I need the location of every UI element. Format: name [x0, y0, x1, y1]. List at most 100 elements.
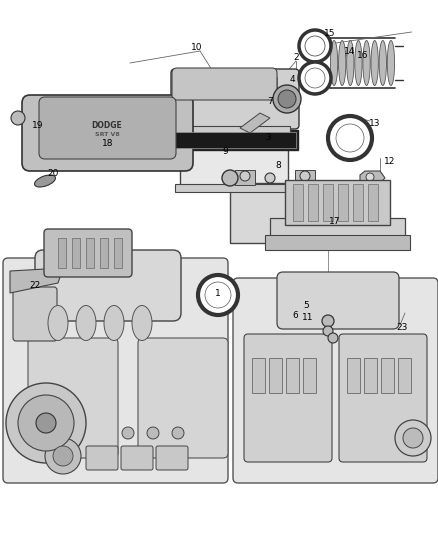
Text: 22: 22: [29, 281, 41, 290]
Text: 20: 20: [47, 168, 59, 177]
Polygon shape: [360, 171, 385, 183]
Ellipse shape: [339, 41, 346, 85]
Ellipse shape: [363, 41, 370, 85]
Ellipse shape: [104, 305, 124, 341]
Circle shape: [222, 170, 238, 186]
Bar: [381, 358, 394, 393]
Circle shape: [265, 173, 275, 183]
Bar: [180, 77, 187, 97]
Bar: [286, 358, 299, 393]
FancyBboxPatch shape: [28, 338, 118, 458]
Bar: [347, 358, 360, 393]
Circle shape: [205, 282, 231, 308]
Circle shape: [240, 171, 250, 181]
Bar: [364, 358, 377, 393]
FancyBboxPatch shape: [244, 334, 332, 462]
Bar: [265, 235, 410, 250]
Ellipse shape: [330, 41, 338, 85]
Circle shape: [305, 36, 325, 56]
Text: 15: 15: [324, 28, 336, 37]
Bar: [172, 132, 296, 148]
Bar: [86, 238, 94, 268]
Text: 16: 16: [357, 52, 369, 61]
Text: DODGE: DODGE: [92, 120, 122, 130]
Ellipse shape: [355, 41, 362, 85]
FancyBboxPatch shape: [39, 97, 176, 159]
Text: 18: 18: [102, 139, 114, 148]
FancyBboxPatch shape: [138, 338, 228, 458]
Circle shape: [328, 333, 338, 343]
Text: 6: 6: [292, 311, 298, 319]
Text: 11: 11: [302, 313, 314, 322]
FancyBboxPatch shape: [22, 95, 193, 171]
Bar: [252, 358, 265, 393]
Bar: [58, 238, 66, 268]
Bar: [269, 358, 282, 393]
Bar: [308, 184, 318, 221]
Circle shape: [11, 111, 25, 125]
Polygon shape: [10, 268, 63, 293]
Bar: [398, 358, 411, 393]
Bar: [250, 77, 257, 97]
Circle shape: [172, 427, 184, 439]
Circle shape: [305, 68, 325, 88]
Bar: [100, 238, 108, 268]
FancyBboxPatch shape: [121, 446, 153, 470]
Ellipse shape: [371, 41, 378, 85]
Circle shape: [273, 85, 301, 113]
Bar: [190, 77, 197, 97]
Bar: [270, 77, 277, 97]
Bar: [175, 184, 293, 192]
Circle shape: [299, 62, 331, 94]
Ellipse shape: [132, 305, 152, 341]
Bar: [170, 130, 298, 150]
Circle shape: [322, 315, 334, 327]
Bar: [295, 170, 315, 185]
Text: 3: 3: [265, 133, 271, 142]
Circle shape: [147, 427, 159, 439]
FancyBboxPatch shape: [44, 229, 132, 277]
Circle shape: [300, 171, 310, 181]
Text: 1: 1: [215, 288, 221, 297]
Bar: [270, 218, 405, 238]
Bar: [353, 184, 363, 221]
Bar: [338, 184, 348, 221]
Circle shape: [395, 420, 431, 456]
Ellipse shape: [76, 305, 96, 341]
Text: 8: 8: [275, 160, 281, 169]
FancyBboxPatch shape: [86, 446, 118, 470]
Bar: [368, 184, 378, 221]
Circle shape: [45, 438, 81, 474]
Bar: [293, 184, 303, 221]
Text: 12: 12: [384, 157, 396, 166]
Circle shape: [198, 275, 238, 315]
FancyBboxPatch shape: [151, 151, 175, 170]
Bar: [230, 183, 320, 243]
Text: 2: 2: [293, 53, 299, 62]
Ellipse shape: [346, 41, 354, 85]
Circle shape: [323, 326, 333, 336]
Circle shape: [403, 428, 423, 448]
Bar: [220, 77, 227, 97]
Text: 17: 17: [329, 216, 341, 225]
Circle shape: [366, 173, 374, 181]
Bar: [260, 77, 267, 97]
FancyBboxPatch shape: [277, 272, 399, 329]
Text: 13: 13: [369, 119, 381, 128]
Text: 9: 9: [222, 148, 228, 157]
FancyBboxPatch shape: [172, 68, 277, 100]
Circle shape: [278, 90, 296, 108]
Bar: [210, 77, 217, 97]
Circle shape: [336, 124, 364, 152]
Ellipse shape: [48, 305, 68, 341]
Circle shape: [328, 116, 372, 160]
FancyBboxPatch shape: [233, 278, 438, 483]
Bar: [178, 126, 290, 134]
Bar: [72, 238, 80, 268]
Ellipse shape: [35, 175, 56, 187]
Circle shape: [53, 446, 73, 466]
Ellipse shape: [379, 41, 386, 85]
Bar: [240, 77, 247, 97]
Text: 5: 5: [303, 301, 309, 310]
Bar: [303, 358, 316, 393]
